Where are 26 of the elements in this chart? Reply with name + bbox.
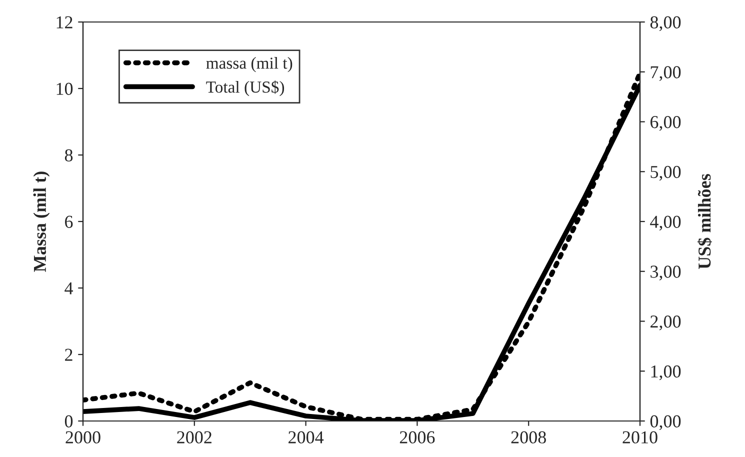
x-tick-label: 2004 [288,431,324,444]
y2-tick-label: 8,00 [650,16,681,32]
y-tick-label: 4 [64,282,73,294]
y2-tick-label: 1,00 [651,365,681,380]
x-tick-label: 2010 [622,431,658,444]
x-tick-label: 2002 [177,431,212,444]
y2-tick-label: 0,00 [650,415,681,430]
y-tick-label: 8 [64,149,73,162]
y-tick-label: 6 [65,216,73,228]
y-tick-label: 0 [64,415,73,428]
y-tick-label: 12 [56,16,72,28]
y2-tick-label: 5,00 [650,166,681,181]
y2-tick-label: 3,00 [650,266,681,280]
x-tick-label: 2000 [66,431,100,444]
y-tick-label: 10 [56,82,73,95]
y2-tick-label: 7,00 [650,66,681,81]
legend-label: Total (US$) [206,80,284,96]
y2-tick-label: 4,00 [650,216,681,231]
x-tick-label: 2008 [511,431,546,444]
y2-axis-title: US$ milhões [697,174,712,269]
x-tick-label: 2006 [400,431,435,444]
y-axis-title: Massa (mil t) [33,172,50,272]
y-tick-label: 2 [65,348,72,361]
y2-tick-label: 2,00 [650,316,681,330]
legend-label: massa (mil t) [206,57,292,72]
y2-tick-label: 6,00 [650,116,681,131]
